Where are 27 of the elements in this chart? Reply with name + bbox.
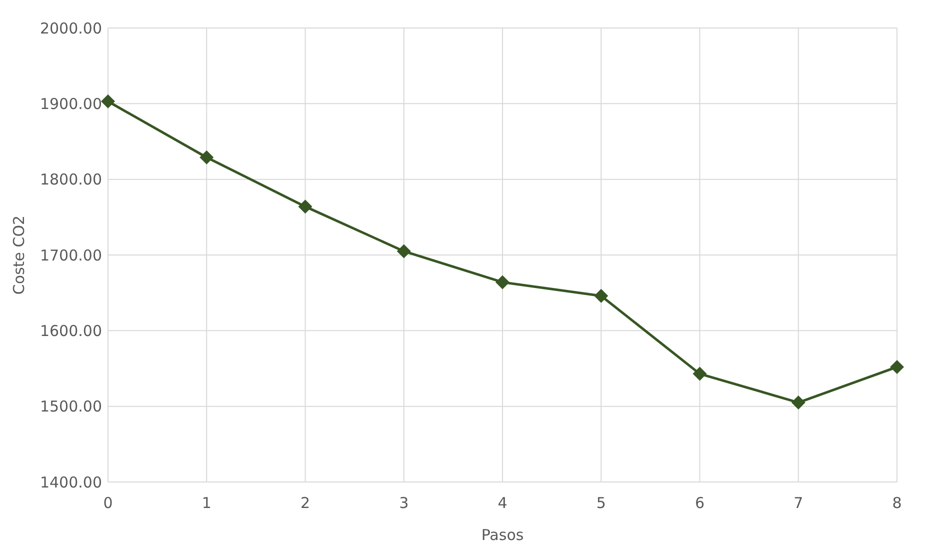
point (890, 360, 904, 374)
x-tick-label: 4 (498, 494, 508, 512)
point (496, 275, 510, 290)
y-tick-label: 1500.00 (40, 398, 102, 416)
point (298, 200, 312, 214)
point (101, 94, 115, 108)
y-axis-title: Coste CO2 (10, 215, 28, 295)
y-tick-label: 1700.00 (40, 246, 102, 264)
y-tick-label: 1600.00 (40, 322, 102, 340)
x-tick-label: 7 (794, 494, 804, 512)
point (200, 150, 214, 164)
x-axis-title: Pasos (481, 526, 524, 544)
x-tick-label: 6 (694, 494, 705, 512)
point (692, 366, 707, 381)
y-tick-label: 1400.00 (40, 473, 102, 492)
x-tick-label: 1 (202, 494, 212, 512)
y-tick-label: 1800.00 (40, 170, 102, 189)
x-tick-label: 8 (892, 494, 902, 512)
y-tick-label: 2000.00 (40, 19, 102, 38)
point (791, 396, 806, 410)
y-tick-label: 1900.00 (40, 94, 102, 113)
point (396, 244, 411, 258)
point (594, 288, 608, 303)
x-tick-label: 0 (103, 494, 113, 512)
x-tick-label: 5 (596, 494, 606, 512)
x-tick-label: 3 (399, 494, 409, 512)
x-tick-label: 2 (300, 494, 310, 512)
